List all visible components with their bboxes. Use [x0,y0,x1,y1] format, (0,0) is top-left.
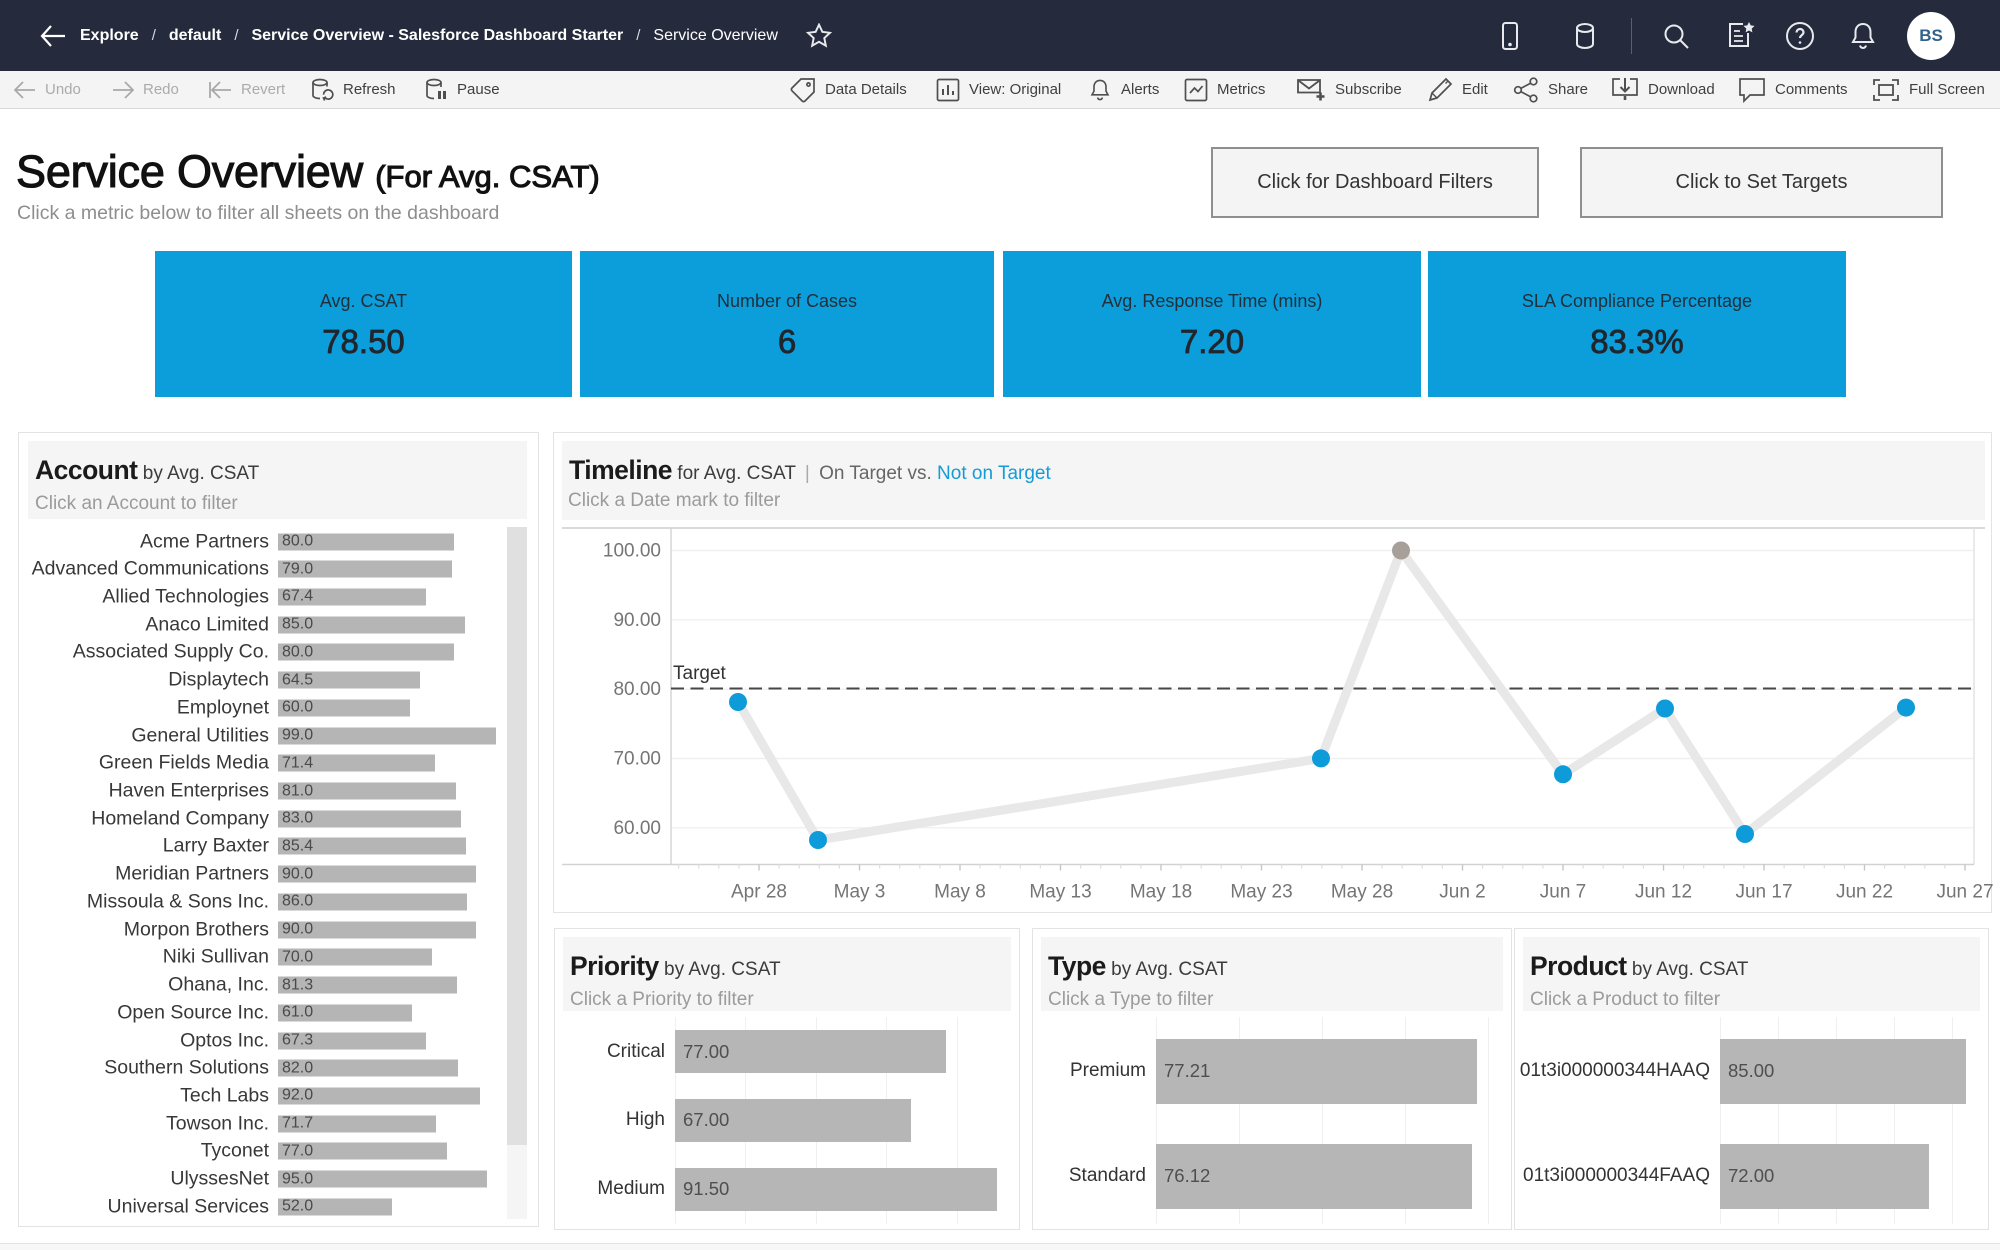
svg-text:Jun 12: Jun 12 [1635,882,1692,903]
svg-text:May 3: May 3 [834,882,886,903]
svg-text:Jun 27: Jun 27 [1936,882,1993,903]
svg-text:May 18: May 18 [1130,882,1192,903]
svg-text:90.00: 90.00 [613,610,661,631]
svg-text:May 28: May 28 [1331,882,1393,903]
svg-text:Target: Target [673,663,727,684]
svg-text:May 23: May 23 [1230,882,1292,903]
svg-text:Jun 22: Jun 22 [1836,882,1893,903]
svg-text:80.00: 80.00 [613,679,661,700]
svg-text:May 13: May 13 [1029,882,1091,903]
svg-text:Apr 28: Apr 28 [731,882,787,903]
svg-text:100.00: 100.00 [603,541,661,562]
svg-text:Jun 7: Jun 7 [1540,882,1586,903]
svg-text:May 8: May 8 [934,882,986,903]
svg-text:Jun 2: Jun 2 [1439,882,1485,903]
svg-text:Jun 17: Jun 17 [1735,882,1792,903]
svg-text:60.00: 60.00 [613,818,661,839]
svg-text:70.00: 70.00 [613,749,661,770]
